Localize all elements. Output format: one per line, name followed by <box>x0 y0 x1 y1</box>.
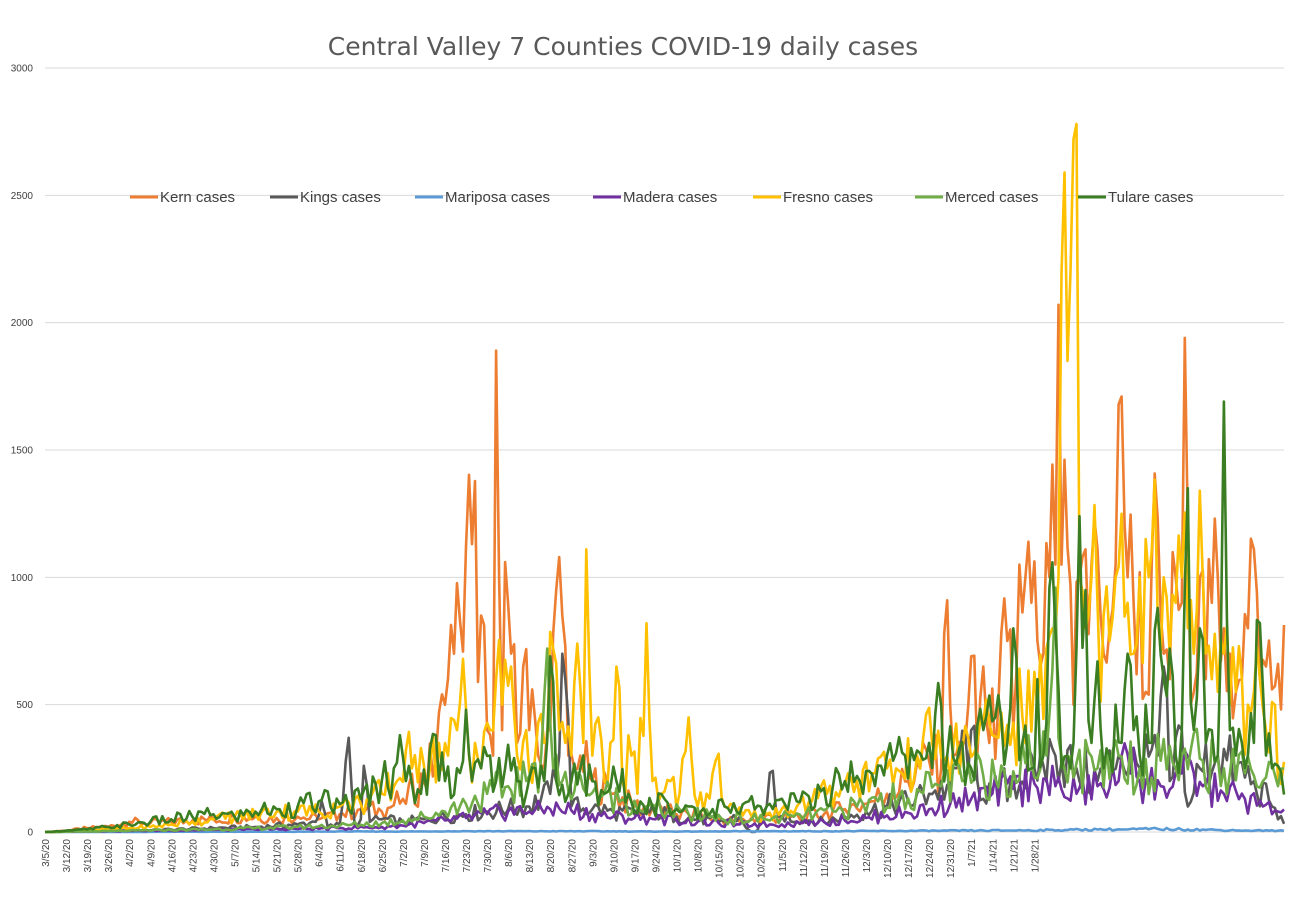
x-tick-label: 1/7/21 <box>967 839 978 867</box>
legend-item: Merced cases <box>915 189 1038 206</box>
x-axis-tick-labels: 3/5/20 3/12/20 3/19/20 3/26/20 4/2/20 4/9/20 4… <box>41 839 1041 878</box>
series-lines <box>44 122 1286 834</box>
x-tick-label: 6/25/20 <box>378 839 389 873</box>
x-tick-label: 11/12/20 <box>799 839 810 878</box>
x-tick-label: 7/2/20 <box>399 839 410 867</box>
x-tick-label: 4/16/20 <box>167 839 178 873</box>
x-tick-label: 4/9/20 <box>146 839 157 867</box>
x-tick-label: 9/3/20 <box>588 839 599 867</box>
x-tick-label: 3/12/20 <box>62 839 73 873</box>
x-tick-label: 5/14/20 <box>252 839 263 873</box>
x-tick-label: 6/4/20 <box>315 839 326 867</box>
x-tick-label: 6/18/20 <box>357 839 368 873</box>
x-tick-label: 11/5/20 <box>778 839 789 872</box>
y-tick-label: 2000 <box>11 318 34 329</box>
legend-label: Tulare cases <box>1108 189 1193 206</box>
x-tick-label: 12/3/20 <box>862 839 873 873</box>
series-line-mariposa-cases <box>45 826 1285 834</box>
series-line-tulare-cases <box>44 400 1286 834</box>
x-tick-label: 12/17/20 <box>904 839 915 878</box>
x-tick-label: 5/7/20 <box>230 839 241 867</box>
y-tick-label: 1500 <box>11 446 34 457</box>
x-tick-label: 4/30/20 <box>209 839 220 873</box>
y-tick-label: 2500 <box>11 191 34 202</box>
x-tick-label: 12/10/20 <box>883 839 894 878</box>
y-axis-tick-labels: 0 500 1000 1500 2000 2500 3000 <box>11 64 34 839</box>
legend-label: Merced cases <box>945 189 1038 206</box>
y-tick-label: 3000 <box>11 64 34 75</box>
x-tick-label: 4/2/20 <box>125 839 136 867</box>
x-tick-label: 9/17/20 <box>630 839 641 873</box>
x-tick-label: 11/19/20 <box>820 839 831 878</box>
x-tick-label: 8/6/20 <box>504 839 515 867</box>
x-tick-label: 3/5/20 <box>41 839 52 867</box>
x-tick-label: 7/30/20 <box>483 839 494 873</box>
legend-label: Mariposa cases <box>445 189 550 206</box>
x-tick-label: 12/24/20 <box>925 839 936 878</box>
x-tick-label: 5/28/20 <box>294 839 305 873</box>
legend-item: Kings cases <box>270 189 381 206</box>
series-line-merced-cases <box>45 586 1285 834</box>
x-tick-label: 10/22/20 <box>736 839 747 878</box>
legend-label: Fresno cases <box>783 189 873 206</box>
x-tick-label: 10/29/20 <box>757 839 768 878</box>
x-tick-label: 1/28/21 <box>1030 839 1041 873</box>
y-tick-label: 1000 <box>11 573 34 584</box>
series-line-fresno-cases <box>44 122 1286 834</box>
legend-item: Mariposa cases <box>415 189 550 206</box>
legend-label: Kings cases <box>300 189 381 206</box>
legend: Kern cases Kings cases Mariposa cases Mader… <box>130 189 1193 206</box>
x-tick-label: 6/11/20 <box>336 839 347 872</box>
legend-item: Tulare cases <box>1078 189 1193 206</box>
x-tick-label: 3/26/20 <box>104 839 115 873</box>
x-tick-label: 10/15/20 <box>715 839 726 878</box>
gridlines <box>45 67 1284 833</box>
y-tick-label: 0 <box>27 828 33 839</box>
x-tick-label: 4/23/20 <box>188 839 199 873</box>
x-tick-label: 3/19/20 <box>83 839 94 873</box>
legend-item: Fresno cases <box>753 189 873 206</box>
x-tick-label: 10/1/20 <box>673 839 684 873</box>
x-tick-label: 9/24/20 <box>651 839 662 873</box>
legend-label: Madera cases <box>623 189 717 206</box>
x-tick-label: 7/23/20 <box>462 839 473 873</box>
x-tick-label: 11/26/20 <box>841 839 852 878</box>
x-tick-label: 8/13/20 <box>525 839 536 873</box>
legend-label: Kern cases <box>160 189 235 206</box>
x-tick-label: 7/9/20 <box>420 839 431 867</box>
x-tick-label: 1/14/21 <box>988 839 999 873</box>
x-tick-label: 7/16/20 <box>441 839 452 873</box>
chart-title: Central Valley 7 Counties COVID-19 daily… <box>328 32 918 61</box>
y-tick-label: 500 <box>16 700 33 711</box>
x-tick-label: 8/27/20 <box>567 839 578 873</box>
x-tick-label: 1/21/21 <box>1009 839 1020 873</box>
series-line-kern-cases <box>44 303 1286 834</box>
legend-item: Madera cases <box>593 189 717 206</box>
x-tick-label: 8/20/20 <box>546 839 557 873</box>
x-tick-label: 5/21/20 <box>273 839 284 873</box>
legend-item: Kern cases <box>130 189 235 206</box>
x-tick-label: 10/8/20 <box>694 839 705 873</box>
x-tick-label: 9/10/20 <box>609 839 620 873</box>
x-tick-label: 12/31/20 <box>946 839 957 878</box>
